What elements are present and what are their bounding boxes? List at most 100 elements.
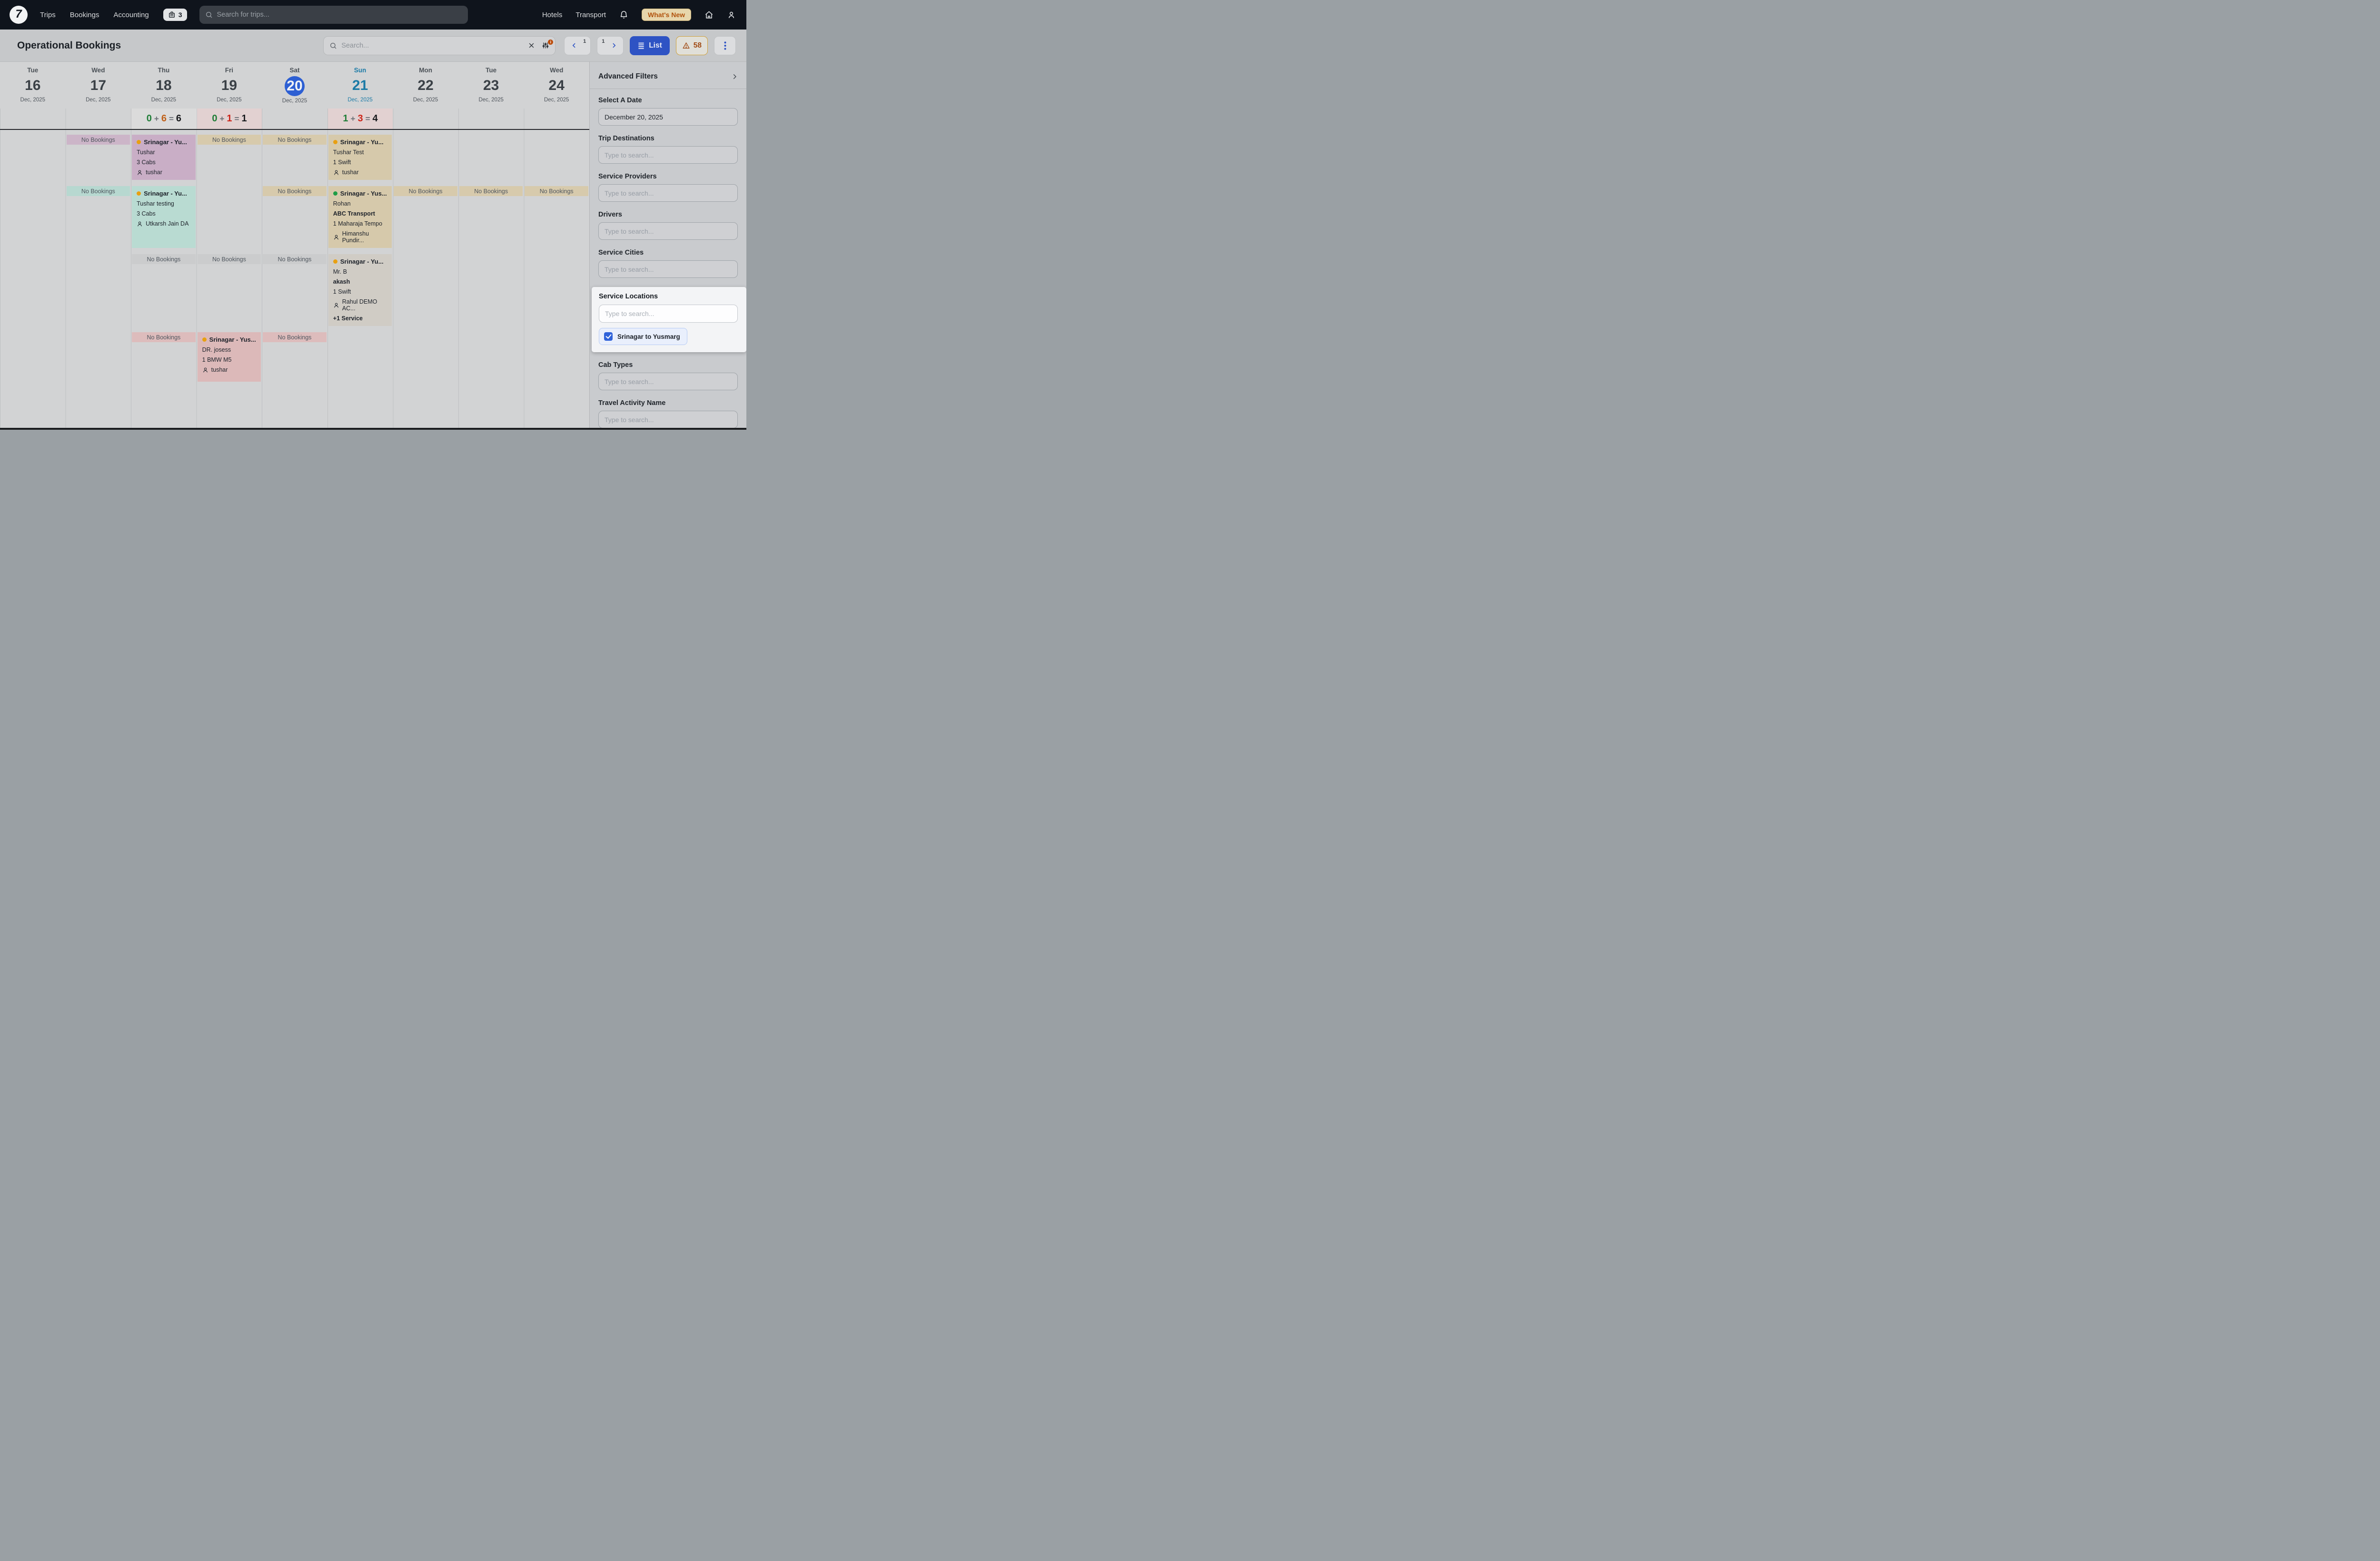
travel-activity-input[interactable] [598,411,738,428]
list-icon [638,42,644,49]
profile-button[interactable] [727,10,736,20]
more-options-button[interactable] [714,36,736,55]
day-header-fri19[interactable]: Fri 19 Dec, 2025 [217,67,242,103]
list-view-label: List [649,41,662,49]
nav-transport[interactable]: Transport [575,10,606,19]
person-icon [334,170,338,175]
no-bookings-strip: No Bookings [263,135,327,145]
status-dot-orange [333,259,337,264]
page-bottom-edge [0,428,746,430]
booking-count-row: 0 +6 = 6 0 +1 = 1 1 +3 = 4 [0,109,589,130]
bookings-calendar: Tue 16 Dec, 2025 Wed 17 Dec, 2025 Thu 18 Dec, … [0,62,589,430]
service-locations-input[interactable] [599,305,738,323]
kebab-icon [724,41,726,50]
app-logo[interactable]: 7 [10,6,28,24]
notifications-button[interactable] [619,10,628,20]
status-dot-orange [137,140,141,144]
service-location-checkbox[interactable] [604,332,613,341]
day-header-thu18[interactable]: Thu 18 Dec, 2025 [151,67,177,103]
briefcase-count-button[interactable]: 3 [163,9,187,21]
day-header-sun21[interactable]: Sun 21 Dec, 2025 [347,67,373,103]
service-location-option[interactable]: Srinagar to Yusmarg [599,328,687,345]
nav-trips[interactable]: Trips [40,10,56,19]
person-icon [138,170,142,175]
filter-trip-destinations: Trip Destinations [598,135,738,164]
no-bookings-strip: No Bookings [525,186,588,196]
no-bookings-strip: No Bookings [197,135,261,145]
clear-search-icon[interactable] [528,42,535,49]
nav-accounting[interactable]: Accounting [113,10,149,19]
warnings-count: 58 [693,41,702,49]
whats-new-badge[interactable]: What's New [641,9,691,21]
booking-card-sun-trip2[interactable]: Srinagar - Yus... Rohan ABC Transport 1 … [328,186,392,248]
advanced-filters-title: Advanced Filters [598,72,658,80]
booking-card-thu-trip1[interactable]: Srinagar - Yu... Tushar 3 Cabs tushar [132,135,196,180]
primary-nav: Trips Bookings Accounting 3 [40,9,187,21]
booking-card-sun-trip1[interactable]: Srinagar - Yu... Tushar Test 1 Swift tus… [328,135,392,180]
day-header-tue16[interactable]: Tue 16 Dec, 2025 [20,67,45,103]
no-bookings-strip: No Bookings [263,186,327,196]
service-cities-input[interactable] [598,260,738,278]
next-page-button[interactable]: 1 [597,36,624,55]
booking-card-fri-trip1[interactable]: Srinagar - Yus... DR. josess 1 BMW M5 tu… [197,332,261,382]
filter-drivers: Drivers [598,211,738,240]
sliders-icon [542,42,549,49]
search-filters-button[interactable]: i [542,40,554,49]
day-header-wed24[interactable]: Wed 24 Dec, 2025 [544,67,569,103]
search-icon [330,42,337,49]
filter-travel-activity: Travel Activity Name [598,399,738,428]
trip-destinations-input[interactable] [598,146,738,164]
day-header-mon22[interactable]: Mon 22 Dec, 2025 [413,67,438,103]
trip-band-2: No Bookings Srinagar - Yu... Tushar test… [0,186,589,248]
no-bookings-strip: No Bookings [132,332,196,342]
trip-band-4: No Bookings Srinagar - Yus... DR. josess… [0,332,589,382]
bookings-search[interactable]: i [323,36,556,55]
filter-service-locations-panel: Service Locations Srinagar to Yusmarg [592,287,746,352]
no-bookings-strip: No Bookings [66,186,130,196]
count-cell-fri19: 0 +1 = 1 [197,109,262,129]
person-icon [138,221,142,226]
count-cell-sun21: 1 +3 = 4 [327,109,393,129]
global-trip-search[interactable] [199,6,468,24]
bookings-toolbar: Operational Bookings i 1 1 [0,30,746,62]
day-header-sat20-selected[interactable]: Sat 20 Dec, 2025 [282,67,307,104]
briefcase-icon [169,11,175,18]
day-header-wed17[interactable]: Wed 17 Dec, 2025 [86,67,111,103]
cab-types-input[interactable] [598,373,738,390]
booking-card-thu-trip2[interactable]: Srinagar - Yu... Tushar testing 3 Cabs U… [132,186,196,248]
no-bookings-strip: No Bookings [394,186,457,196]
advanced-filters-header[interactable]: Advanced Filters [590,69,746,89]
filter-select-date: Select A Date [598,97,738,126]
trip-band-3: No Bookings No Bookings No Bookings Srin… [0,254,589,326]
chevron-right-icon [733,74,736,79]
no-bookings-strip: No Bookings [263,332,327,342]
page-title: Operational Bookings [17,40,121,51]
day-header-tue23[interactable]: Tue 23 Dec, 2025 [478,67,504,103]
service-providers-input[interactable] [598,184,738,202]
no-bookings-strip: No Bookings [263,254,327,264]
filter-service-providers: Service Providers [598,173,738,202]
no-bookings-strip: No Bookings [197,254,261,264]
prev-page-button[interactable]: 1 [564,36,591,55]
filter-service-cities: Service Cities [598,249,738,278]
bookings-search-input[interactable] [341,41,524,49]
filter-cab-types: Cab Types [598,361,738,390]
trip-search-input[interactable] [217,11,462,19]
chevron-left-icon [572,43,575,48]
chevron-right-icon [612,43,616,48]
home-button[interactable] [704,10,714,20]
no-bookings-strip: No Bookings [459,186,523,196]
status-dot-orange [202,337,207,342]
date-input[interactable] [598,108,738,126]
briefcase-count: 3 [178,11,182,19]
toolbar-actions: 1 1 List 58 [564,36,736,55]
booking-card-sun-trip3[interactable]: Srinagar - Yu... Mr. B akash 1 Swift Rah… [328,254,392,326]
filter-info-badge: i [548,40,554,45]
list-view-button[interactable]: List [630,36,670,55]
drivers-input[interactable] [598,222,738,240]
warnings-button[interactable]: 58 [675,36,708,55]
nav-bookings[interactable]: Bookings [69,10,99,19]
secondary-nav: Hotels Transport What's New [542,9,736,21]
count-cell-thu18: 0 +6 = 6 [131,109,197,129]
nav-hotels[interactable]: Hotels [542,10,563,19]
